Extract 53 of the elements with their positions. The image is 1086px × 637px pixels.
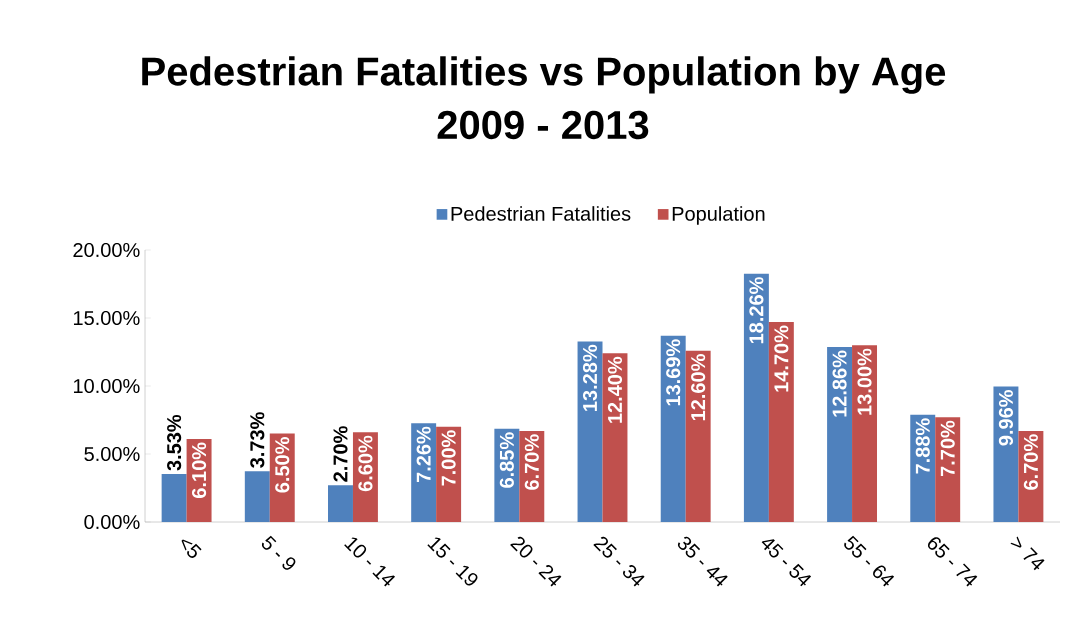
data-label: 18.26%: [749, 277, 764, 344]
data-label: 14.70%: [774, 325, 789, 392]
data-label: 3.73%: [250, 412, 265, 468]
x-tick-label: 65 - 74: [927, 537, 978, 587]
bar: [685, 350, 711, 522]
bar: [743, 273, 769, 522]
data-label: 13.69%: [666, 339, 681, 406]
bar: [161, 474, 187, 522]
x-tick-label: 15 - 19: [427, 537, 478, 586]
x-tick-label: 35 - 44: [677, 536, 728, 587]
bar: [244, 471, 270, 522]
data-label: 12.60%: [691, 354, 706, 421]
chart-title: Pedestrian Fatalities vs Population by Age: [142, 56, 946, 94]
data-label: 2.70%: [333, 426, 348, 482]
bar: [852, 345, 878, 522]
data-label: 3.53%: [167, 414, 182, 471]
data-label: 12.40%: [607, 356, 623, 423]
chart-subtitle: 2009 - 2013: [437, 110, 649, 140]
y-tick-label: 0.00%: [84, 514, 140, 530]
x-tick-label: 20 - 24: [510, 536, 562, 587]
data-label: 6.70%: [1023, 434, 1038, 490]
x-tick-label: 5 - 9: [261, 535, 296, 570]
x-tick-label: 10 - 14: [344, 537, 396, 587]
bar: [577, 341, 603, 522]
x-tick-label: 25 - 34: [593, 536, 645, 587]
data-label: 9.96%: [998, 390, 1014, 446]
x-tick-label: 55 - 64: [844, 535, 895, 587]
legend-label: Pedestrian Fatalities: [451, 206, 631, 221]
data-label: 7.00%: [441, 430, 456, 486]
legend-label: Population: [672, 206, 765, 225]
data-label: 7.26%: [416, 426, 431, 483]
data-label: 13.28%: [582, 344, 598, 411]
bar: [827, 347, 853, 522]
data-label: 7.70%: [940, 420, 955, 477]
data-label: 6.50%: [275, 437, 290, 493]
data-label: 6.60%: [358, 435, 373, 492]
x-tick-label: <5: [181, 539, 202, 558]
bar: [660, 335, 686, 522]
data-label: 6.85%: [499, 432, 514, 488]
data-label: 7.88%: [915, 418, 930, 474]
data-label: 13.00%: [857, 348, 872, 415]
data-label: 12.86%: [832, 350, 847, 417]
x-tick-label: > 74: [1010, 536, 1045, 571]
y-tick-label: 20.00%: [73, 242, 140, 258]
data-label: 6.70%: [524, 434, 539, 490]
bar: [328, 485, 353, 522]
y-tick-label: 15.00%: [73, 310, 140, 326]
bar: [768, 322, 794, 522]
x-tick-label: 45 - 54: [761, 539, 812, 587]
y-tick-label: 10.00%: [73, 378, 140, 394]
y-tick-label: 5.00%: [84, 446, 140, 462]
data-label: 6.10%: [191, 442, 207, 498]
bar: [935, 417, 961, 522]
